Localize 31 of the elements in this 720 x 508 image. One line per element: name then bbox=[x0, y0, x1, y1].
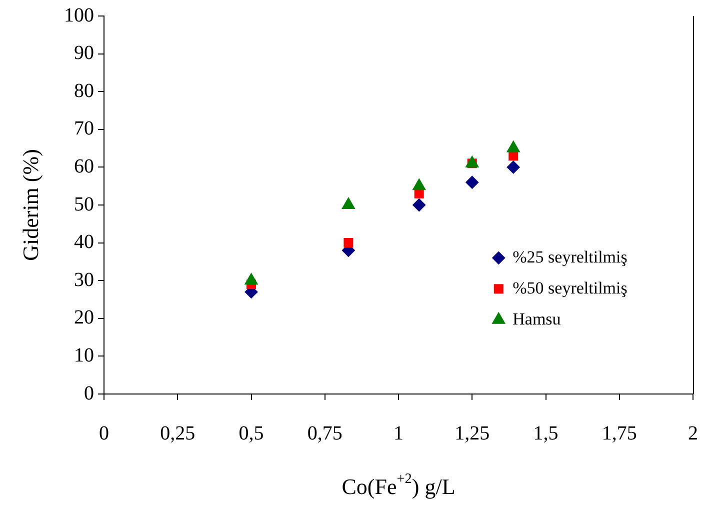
point bbox=[466, 176, 479, 189]
x-tick-label: 1,5 bbox=[533, 422, 558, 444]
y-tick-label: 0 bbox=[84, 382, 94, 404]
x-tick-label: 0,25 bbox=[160, 422, 196, 444]
x-tick-label: 0,5 bbox=[238, 422, 264, 444]
y-tick-label: 90 bbox=[74, 42, 94, 64]
x-tick-label: 1 bbox=[394, 422, 404, 444]
point bbox=[412, 198, 426, 212]
legend-label: %25 seyreltilmiş bbox=[512, 247, 628, 266]
point bbox=[344, 238, 354, 248]
y-tick-label: 20 bbox=[74, 306, 94, 329]
y-axis-title: Giderim (%) bbox=[18, 149, 43, 261]
x-tick-label: 1,75 bbox=[602, 422, 637, 444]
y-tick-label: 30 bbox=[74, 268, 94, 291]
x-tick-label: 1,25 bbox=[454, 422, 490, 444]
x-tick-label: 2 bbox=[688, 422, 698, 444]
legend-label: Hamsu bbox=[512, 309, 562, 328]
point bbox=[414, 188, 424, 198]
y-tick-label: 40 bbox=[74, 231, 94, 254]
legend-label: %50 seyreltilmiş bbox=[512, 278, 628, 298]
x-tick-label: 0 bbox=[99, 422, 109, 444]
y-tick-label: 10 bbox=[74, 344, 94, 366]
point bbox=[506, 160, 520, 174]
y-tick-label: 70 bbox=[74, 118, 94, 140]
y-tick-label: 80 bbox=[74, 80, 94, 102]
y-tick-label: 50 bbox=[74, 193, 94, 216]
point bbox=[412, 178, 426, 190]
point bbox=[244, 273, 258, 285]
y-tick-label: 100 bbox=[64, 4, 94, 26]
y-tick-label: 60 bbox=[74, 155, 94, 178]
x-tick-label: 0,75 bbox=[307, 422, 342, 444]
